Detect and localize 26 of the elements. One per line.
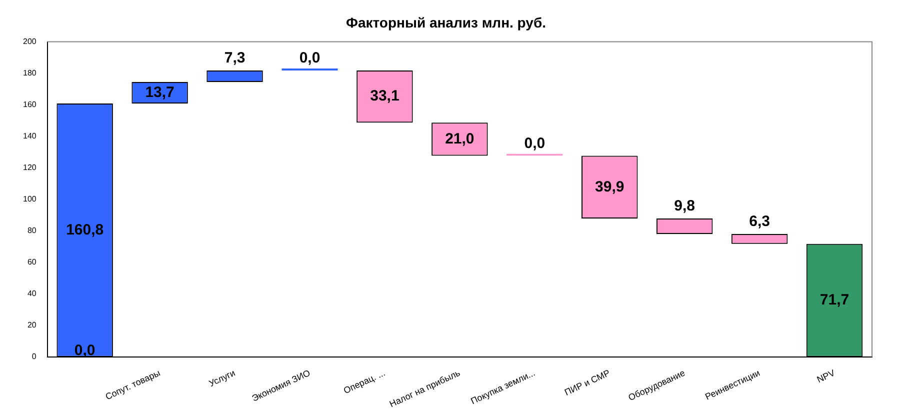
- y-tick-label: 80: [27, 226, 37, 236]
- y-tick-label: 20: [27, 320, 37, 330]
- data-label: 33,1: [370, 88, 400, 105]
- y-tick-label: 0: [32, 352, 37, 362]
- data-label: 13,7: [145, 84, 174, 101]
- x-tick-label: NPV: [815, 368, 836, 385]
- data-label: 71,7: [820, 292, 850, 309]
- y-tick-label: 140: [22, 132, 37, 141]
- data-label: 6,3: [749, 213, 770, 230]
- y-tick-label: 120: [22, 163, 37, 172]
- y-tick-label: 180: [22, 68, 37, 78]
- data-label: 0,0: [299, 50, 320, 67]
- data-label: 0,0: [524, 134, 546, 152]
- data-label: 21,0: [445, 130, 474, 148]
- chart-title: Факторный анализ млн. руб.: [346, 14, 546, 30]
- data-label: 39,9: [595, 178, 624, 196]
- annotation: 0,0: [74, 342, 96, 359]
- y-tick-label: 60: [27, 258, 37, 267]
- y-tick-label: 100: [22, 194, 37, 204]
- data-label: 9,8: [674, 198, 696, 215]
- data-label: 7,3: [224, 50, 246, 67]
- data-label: 160,8: [66, 221, 104, 238]
- y-tick-label: 40: [27, 289, 37, 298]
- x-tick-label: ПИР и СМР: [562, 368, 612, 398]
- y-tick-label: 200: [22, 37, 37, 46]
- y-tick-label: 160: [22, 100, 37, 110]
